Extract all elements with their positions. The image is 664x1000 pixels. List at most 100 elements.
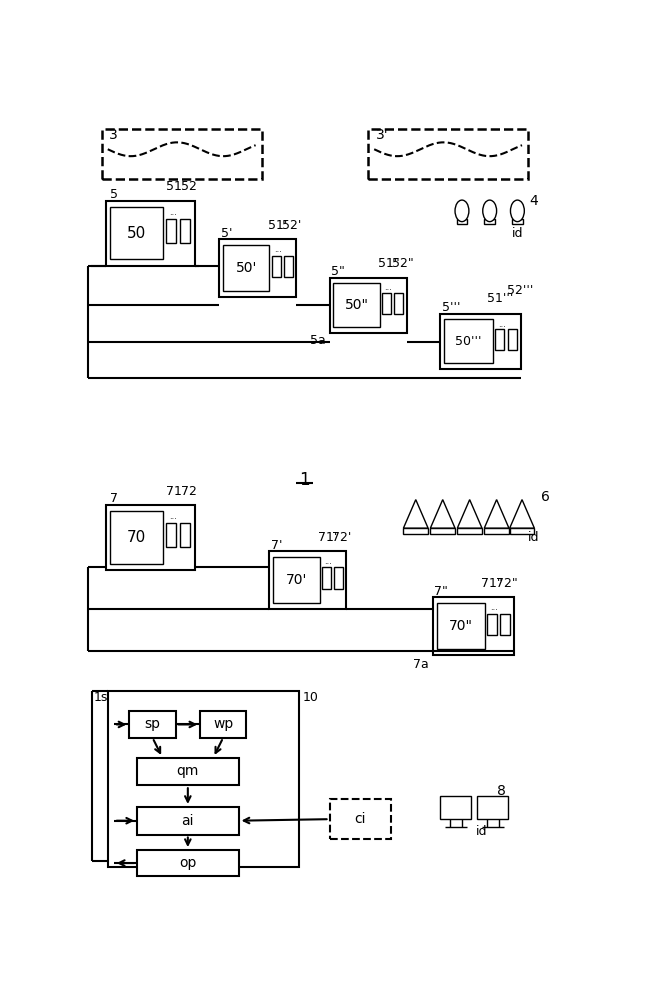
Text: 50': 50' bbox=[236, 261, 257, 275]
Bar bbox=[433, 597, 513, 655]
Bar bbox=[444, 319, 493, 363]
Text: 7: 7 bbox=[110, 492, 118, 505]
Text: 70": 70" bbox=[449, 619, 473, 633]
Text: ai: ai bbox=[181, 814, 194, 828]
Polygon shape bbox=[510, 500, 535, 528]
Bar bbox=[440, 796, 471, 819]
Bar bbox=[382, 293, 391, 314]
Bar bbox=[106, 505, 195, 570]
Text: 51": 51" bbox=[378, 257, 400, 270]
Bar bbox=[322, 567, 331, 589]
Bar bbox=[329, 278, 406, 333]
Text: 51: 51 bbox=[165, 180, 181, 193]
Bar bbox=[108, 691, 299, 867]
Text: 1s: 1s bbox=[94, 691, 108, 704]
Text: qm: qm bbox=[177, 764, 199, 778]
Text: 72: 72 bbox=[181, 485, 197, 498]
Text: 71": 71" bbox=[481, 577, 503, 590]
Bar bbox=[508, 329, 517, 350]
Text: 4: 4 bbox=[530, 194, 539, 208]
Text: id: id bbox=[512, 227, 523, 240]
Text: 6: 6 bbox=[540, 490, 549, 504]
Text: id: id bbox=[527, 531, 539, 544]
Text: op: op bbox=[179, 856, 197, 870]
Bar bbox=[457, 528, 482, 534]
Bar bbox=[510, 528, 535, 534]
Text: 51': 51' bbox=[268, 219, 288, 232]
Bar bbox=[274, 557, 319, 603]
Text: 50: 50 bbox=[127, 226, 146, 241]
Text: 5: 5 bbox=[110, 188, 118, 201]
Bar bbox=[334, 567, 343, 589]
Text: ...: ... bbox=[169, 512, 177, 521]
Text: ci: ci bbox=[355, 812, 366, 826]
Text: 52': 52' bbox=[282, 219, 301, 232]
Bar bbox=[477, 796, 508, 819]
Text: 10: 10 bbox=[303, 691, 319, 704]
Bar bbox=[166, 523, 176, 547]
Bar bbox=[272, 256, 281, 277]
Text: 7": 7" bbox=[434, 585, 448, 598]
Bar bbox=[223, 245, 270, 291]
Bar bbox=[106, 201, 195, 266]
Bar bbox=[137, 758, 238, 785]
Text: 5': 5' bbox=[221, 227, 232, 240]
Polygon shape bbox=[484, 500, 509, 528]
Text: 5a: 5a bbox=[310, 334, 326, 347]
Bar bbox=[404, 528, 428, 534]
Bar bbox=[329, 799, 391, 839]
Bar bbox=[440, 314, 521, 369]
Polygon shape bbox=[404, 500, 428, 528]
Ellipse shape bbox=[511, 200, 525, 222]
Text: ...: ... bbox=[324, 557, 332, 566]
Bar bbox=[457, 219, 467, 224]
Bar bbox=[180, 523, 190, 547]
Bar bbox=[512, 219, 523, 224]
Text: 8: 8 bbox=[497, 784, 506, 798]
Text: 3': 3' bbox=[376, 128, 388, 142]
Text: 72': 72' bbox=[332, 531, 351, 544]
Text: 51''': 51''' bbox=[487, 292, 514, 305]
Bar bbox=[484, 528, 509, 534]
Text: 50": 50" bbox=[345, 298, 369, 312]
Text: wp: wp bbox=[213, 717, 233, 731]
Bar bbox=[219, 239, 296, 297]
Polygon shape bbox=[457, 500, 482, 528]
Text: 52''': 52''' bbox=[507, 284, 533, 297]
Text: 52: 52 bbox=[181, 180, 197, 193]
Bar bbox=[129, 711, 175, 738]
Bar bbox=[484, 219, 495, 224]
Bar bbox=[180, 219, 190, 243]
Text: 70': 70' bbox=[286, 573, 307, 587]
Text: 50''': 50''' bbox=[456, 335, 482, 348]
Text: 71': 71' bbox=[318, 531, 337, 544]
Bar bbox=[110, 511, 163, 564]
Text: 71: 71 bbox=[165, 485, 181, 498]
Bar bbox=[430, 528, 455, 534]
Text: ...: ... bbox=[169, 208, 177, 217]
Bar bbox=[436, 603, 485, 649]
Bar bbox=[487, 614, 497, 635]
Text: sp: sp bbox=[145, 717, 161, 731]
Bar bbox=[137, 850, 238, 876]
Text: 1: 1 bbox=[299, 471, 309, 489]
Bar bbox=[495, 329, 505, 350]
Ellipse shape bbox=[483, 200, 497, 222]
Text: ...: ... bbox=[384, 283, 392, 292]
Bar bbox=[270, 551, 347, 609]
Bar bbox=[394, 293, 404, 314]
Text: 3: 3 bbox=[110, 128, 118, 142]
Bar bbox=[110, 207, 163, 259]
Text: 7': 7' bbox=[271, 539, 282, 552]
Bar bbox=[137, 807, 238, 835]
Bar bbox=[333, 283, 380, 327]
Bar bbox=[200, 711, 246, 738]
Text: ...: ... bbox=[498, 320, 506, 329]
Bar bbox=[102, 129, 262, 179]
Bar bbox=[368, 129, 528, 179]
Text: 5": 5" bbox=[331, 265, 345, 278]
Text: 7a: 7a bbox=[414, 658, 429, 671]
Text: 5''': 5''' bbox=[442, 301, 460, 314]
Text: id: id bbox=[476, 825, 487, 838]
Bar bbox=[284, 256, 293, 277]
